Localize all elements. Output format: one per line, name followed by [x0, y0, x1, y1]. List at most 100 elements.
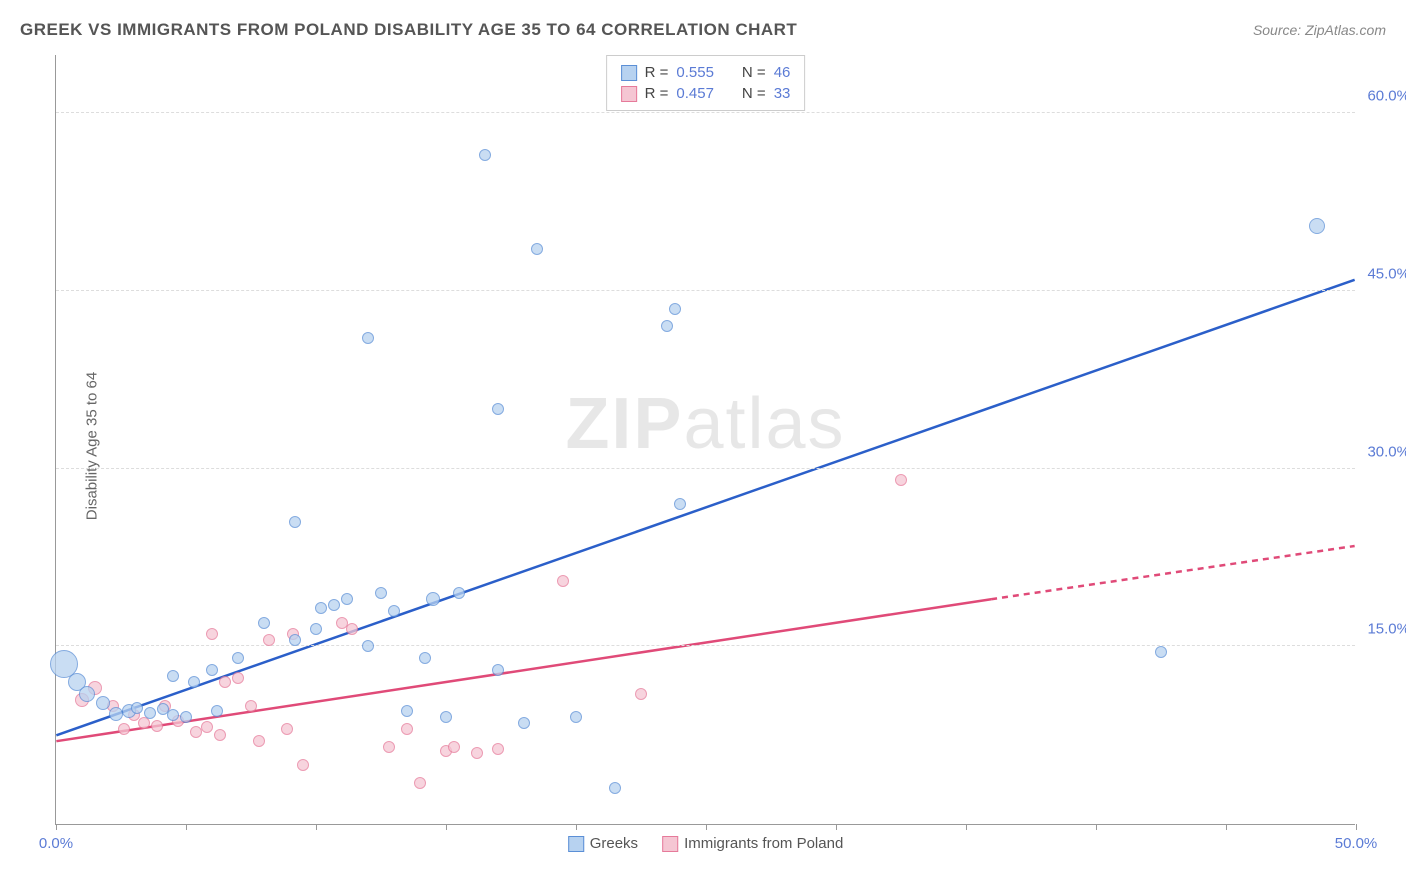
legend-row-greek: R = 0.555 N = 46	[621, 62, 791, 83]
scatter-point-poland	[346, 623, 358, 635]
legend-r-poland: 0.457	[676, 85, 714, 102]
scatter-point-greek	[426, 592, 440, 606]
scatter-point-greek	[1155, 646, 1167, 658]
scatter-point-greek	[79, 686, 95, 702]
scatter-point-greek	[188, 676, 200, 688]
scatter-point-greek	[362, 332, 374, 344]
legend-label-poland: Immigrants from Poland	[684, 835, 843, 852]
scatter-point-poland	[414, 777, 426, 789]
x-tick	[966, 824, 967, 830]
scatter-point-poland	[253, 735, 265, 747]
scatter-point-greek	[492, 664, 504, 676]
x-tick	[316, 824, 317, 830]
scatter-point-greek	[180, 711, 192, 723]
source-attribution: Source: ZipAtlas.com	[1253, 22, 1386, 38]
scatter-point-greek	[167, 670, 179, 682]
legend-n-label: N =	[742, 64, 766, 81]
scatter-point-poland	[448, 741, 460, 753]
legend-label-greek: Greeks	[590, 835, 638, 852]
gridline	[56, 468, 1355, 469]
scatter-point-greek	[289, 634, 301, 646]
scatter-point-greek	[315, 602, 327, 614]
legend-swatch-poland	[621, 86, 637, 102]
scatter-point-poland	[232, 672, 244, 684]
legend-swatch-greek	[621, 65, 637, 81]
scatter-point-poland	[214, 729, 226, 741]
scatter-point-greek	[310, 623, 322, 635]
scatter-point-poland	[492, 743, 504, 755]
trend-line	[991, 546, 1355, 599]
scatter-point-poland	[245, 700, 257, 712]
scatter-point-poland	[635, 688, 647, 700]
legend-swatch-icon	[568, 836, 584, 852]
trend-line	[56, 280, 1354, 735]
scatter-point-poland	[263, 634, 275, 646]
x-tick	[56, 824, 57, 830]
scatter-point-greek	[440, 711, 452, 723]
chart-title: GREEK VS IMMIGRANTS FROM POLAND DISABILI…	[20, 20, 797, 40]
scatter-point-poland	[297, 759, 309, 771]
scatter-point-greek	[131, 702, 143, 714]
correlation-legend: R = 0.555 N = 46 R = 0.457 N = 33	[606, 55, 806, 111]
scatter-point-greek	[96, 696, 110, 710]
scatter-point-poland	[201, 721, 213, 733]
scatter-point-greek	[144, 707, 156, 719]
scatter-point-greek	[674, 498, 686, 510]
scatter-point-poland	[281, 723, 293, 735]
scatter-point-poland	[206, 628, 218, 640]
scatter-point-greek	[211, 705, 223, 717]
scatter-point-greek	[669, 303, 681, 315]
legend-n-poland: 33	[774, 85, 791, 102]
scatter-point-greek	[232, 652, 244, 664]
scatter-point-greek	[206, 664, 218, 676]
scatter-point-poland	[383, 741, 395, 753]
scatter-point-poland	[471, 747, 483, 759]
gridline	[56, 290, 1355, 291]
legend-n-greek: 46	[774, 64, 791, 81]
scatter-point-greek	[362, 640, 374, 652]
legend-item-greek: Greeks	[568, 835, 638, 852]
scatter-point-greek	[109, 707, 123, 721]
scatter-point-poland	[151, 720, 163, 732]
scatter-point-greek	[1309, 218, 1325, 234]
legend-item-poland: Immigrants from Poland	[662, 835, 843, 852]
scatter-point-greek	[492, 403, 504, 415]
scatter-point-greek	[388, 605, 400, 617]
y-tick-label: 30.0%	[1360, 443, 1406, 460]
gridline	[56, 112, 1355, 113]
x-tick-label: 50.0%	[1335, 835, 1378, 852]
legend-row-poland: R = 0.457 N = 33	[621, 83, 791, 104]
x-tick	[446, 824, 447, 830]
legend-swatch-icon	[662, 836, 678, 852]
legend-r-label: R =	[645, 64, 669, 81]
scatter-point-greek	[401, 705, 413, 717]
y-tick-label: 15.0%	[1360, 621, 1406, 638]
y-tick-label: 45.0%	[1360, 265, 1406, 282]
plot-area: ZIPatlas R = 0.555 N = 46 R = 0.457 N = …	[55, 55, 1355, 825]
x-tick	[186, 824, 187, 830]
scatter-point-greek	[570, 711, 582, 723]
scatter-point-greek	[419, 652, 431, 664]
scatter-point-greek	[341, 593, 353, 605]
legend-n-label: N =	[742, 85, 766, 102]
scatter-point-greek	[453, 587, 465, 599]
scatter-point-greek	[609, 782, 621, 794]
x-tick	[576, 824, 577, 830]
scatter-point-poland	[138, 717, 150, 729]
x-tick	[836, 824, 837, 830]
x-tick	[1226, 824, 1227, 830]
legend-r-greek: 0.555	[676, 64, 714, 81]
scatter-point-poland	[219, 676, 231, 688]
x-tick-label: 0.0%	[39, 835, 73, 852]
scatter-point-greek	[328, 599, 340, 611]
scatter-point-greek	[375, 587, 387, 599]
scatter-point-poland	[401, 723, 413, 735]
scatter-point-greek	[661, 320, 673, 332]
scatter-point-greek	[258, 617, 270, 629]
scatter-point-poland	[557, 575, 569, 587]
scatter-point-greek	[531, 243, 543, 255]
scatter-point-poland	[118, 723, 130, 735]
series-legend: Greeks Immigrants from Poland	[568, 835, 844, 852]
scatter-point-greek	[518, 717, 530, 729]
x-tick	[1096, 824, 1097, 830]
